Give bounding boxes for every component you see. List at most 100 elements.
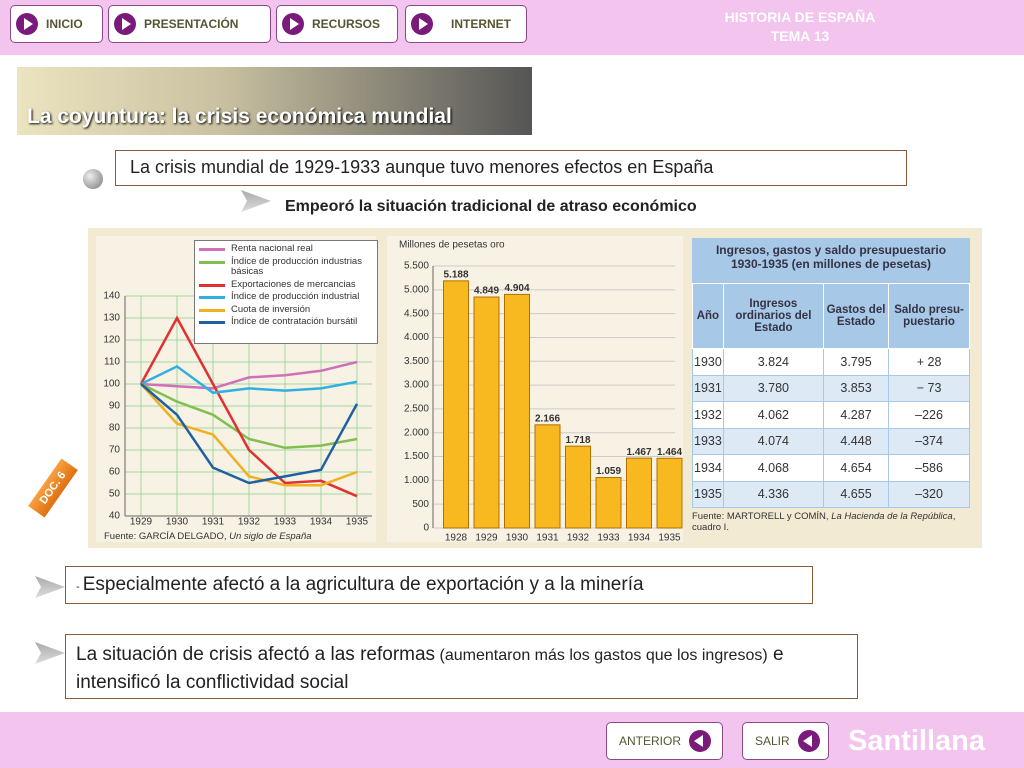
y-tick-label: 110	[104, 357, 120, 368]
cell: –586	[888, 454, 970, 482]
legend-item: Índice de producción industrial	[199, 291, 373, 303]
x-tick-label: 1934	[628, 533, 651, 544]
nav-button[interactable]: PRESENTACIÓN	[108, 5, 271, 43]
legend-swatch	[199, 296, 225, 299]
unit: TEMA 13	[770, 28, 830, 44]
bullet2: Especialmente afectó a la agricultura de…	[82, 574, 644, 595]
legend-swatch	[199, 283, 225, 287]
legend-label: Índice de producción industrial	[231, 291, 360, 302]
cell: –374	[888, 427, 970, 455]
value-label: 1.718	[565, 435, 590, 446]
bullet	[83, 169, 103, 189]
y-tick-label: 500	[412, 499, 429, 510]
cell: − 73	[888, 374, 970, 402]
x-tick-label: 1932	[238, 517, 261, 528]
header-row: Año Ingresos ordinarios del Estado Gastos …	[692, 283, 970, 349]
cell: 1932	[692, 401, 724, 429]
cell: 4.287	[822, 401, 890, 429]
value-label: 1.467	[626, 447, 651, 458]
y-tick-label: 2.500	[404, 404, 429, 415]
y-axis-label: Millones de pesetas oro	[399, 240, 505, 251]
y-tick-label: 4.500	[404, 308, 429, 319]
cell: 4.068	[722, 454, 824, 482]
column-header: Saldo presu-puestario	[888, 283, 970, 349]
series-line	[140, 383, 359, 485]
series-line	[140, 360, 358, 390]
nav-label: INTERNET	[451, 17, 511, 31]
header-title: HISTORIA DE ESPAÑA TEMA 13	[700, 8, 900, 46]
x-tick-label: 1929	[475, 533, 498, 544]
y-tick-label: 2.000	[404, 427, 429, 438]
main: La situación de crisis afectó a las refo…	[76, 644, 436, 665]
nav-button[interactable]: INICIO	[10, 5, 103, 43]
y-tick-label: 40	[109, 511, 121, 522]
legend-item: Cuota de inversión	[199, 304, 373, 316]
legend-swatch	[199, 248, 225, 251]
exit-button[interactable]: SALIR	[742, 722, 829, 760]
cell: –320	[888, 480, 970, 508]
prev-button[interactable]: ANTERIOR	[606, 722, 723, 760]
value-label: 2.166	[535, 413, 560, 424]
aside: (aumentaron más los gastos que los ingre…	[435, 647, 768, 664]
cell: 4.074	[722, 427, 824, 455]
bar	[443, 280, 469, 529]
x-tick-label: 1931	[202, 517, 225, 528]
dash: -	[76, 581, 83, 593]
nav-button[interactable]: INTERNET	[405, 5, 527, 43]
bar	[565, 445, 591, 529]
legend-label: Índice de contratación bursátil	[231, 316, 358, 327]
x-tick-label: 1929	[130, 517, 153, 528]
y-tick-label: 140	[103, 291, 120, 302]
value-label: 4.904	[504, 283, 529, 294]
bar	[595, 477, 622, 529]
series-line	[139, 315, 358, 498]
x-tick-label: 1932	[567, 533, 590, 544]
table-row: 1931 3.780 3.853− 73	[692, 374, 970, 402]
y-tick-label: 4.000	[404, 332, 429, 343]
legend-label: Renta nacional real	[231, 243, 313, 254]
source-work: Un siglo de España	[229, 531, 312, 542]
end: e intensificó la conflictividad social	[76, 644, 784, 693]
bar	[626, 457, 652, 529]
legend-label: Índice de producción industrias básicas	[231, 255, 362, 277]
y-tick-label: 1.000	[404, 475, 429, 486]
nav-button[interactable]: RECURSOS	[276, 5, 398, 43]
series-line	[140, 364, 358, 395]
y-tick-label: 50	[109, 489, 121, 500]
legend-item: Exportaciones de mercancias	[199, 279, 373, 291]
y-tick-label: 60	[109, 467, 121, 478]
table-source: Fuente: MARTORELL y COMÍN, La Hacienda d…	[692, 511, 970, 533]
y-tick-label: 5.500	[404, 261, 429, 272]
cell: 1933	[692, 427, 724, 455]
legend-item: Índice de contratación bursátil	[199, 316, 373, 328]
table-wrap: Ingresos, gastos y saldo presupuestario …	[692, 238, 970, 533]
cell: 4.336	[722, 480, 824, 508]
y-tick-label: 80	[109, 423, 121, 434]
table-row: 1932 4.062 4.287 –226	[692, 401, 970, 429]
legend-swatch	[199, 321, 225, 324]
legend: Renta nacional real Índice de producción …	[194, 240, 378, 344]
x-tick-label: 1934	[310, 517, 333, 528]
cell: 3.824	[722, 348, 824, 376]
legend-swatch	[199, 308, 225, 312]
x-tick-label: 1928	[445, 533, 468, 544]
cell: + 28	[888, 348, 970, 376]
title-box: La coyuntura: la crisis económica mundia…	[17, 67, 532, 135]
line-source: Fuente: GARCÍA DELGADO, Un siglo de Espa…	[104, 531, 312, 542]
series-line	[140, 383, 358, 487]
column-header: Ingresos ordinarios del Estado	[722, 283, 824, 349]
table-row: 1933 4.074 4.448 –374	[692, 427, 970, 455]
cell: 4.655	[822, 480, 890, 508]
source: Fuente: MARTORELL y COMÍN,	[692, 511, 832, 522]
legend-item: Renta nacional real	[199, 243, 373, 255]
footer-bar	[0, 712, 1024, 768]
cell: 1931	[692, 374, 724, 402]
source-work: La Hacienda de la República	[831, 511, 953, 522]
table-row: 1935 4.336 4.655 –320	[692, 480, 970, 508]
x-tick-label: 1933	[274, 517, 297, 528]
table-title: Ingresos, gastos y saldo presupuestario …	[692, 238, 970, 283]
value-label: 4.849	[474, 286, 499, 297]
y-tick-label: 70	[109, 445, 121, 456]
source: Fuente: GARCÍA DELGADO,	[104, 531, 230, 542]
